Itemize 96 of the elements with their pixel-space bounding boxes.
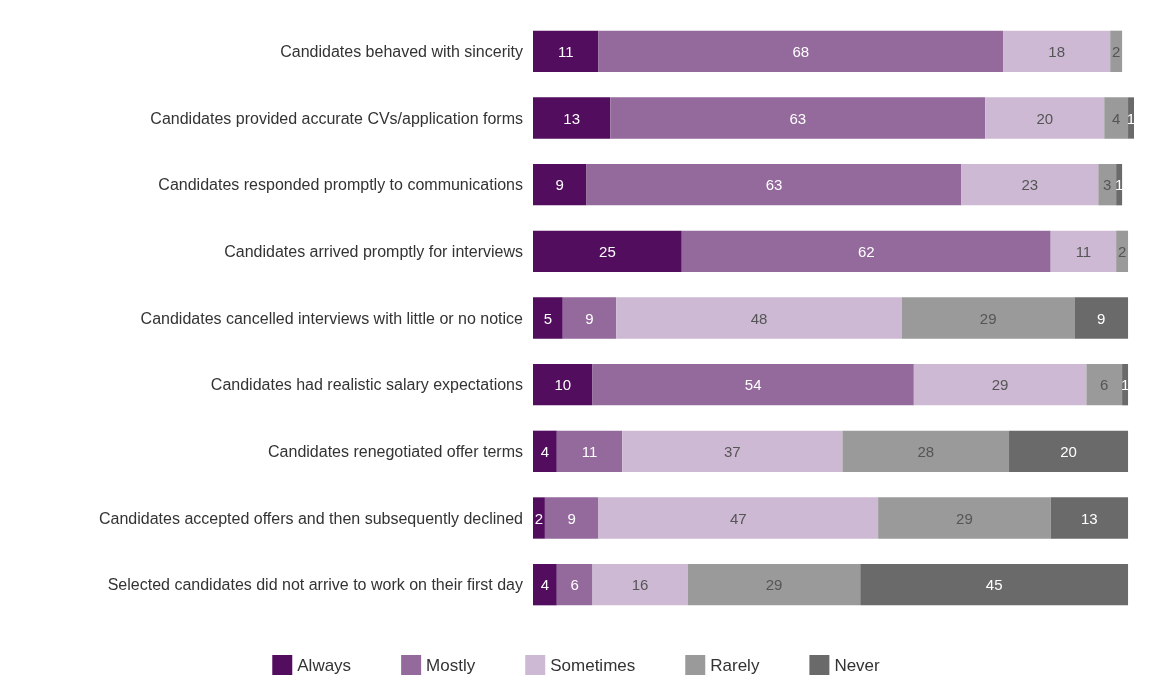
- bar: [1104, 97, 1129, 139]
- bar: [544, 497, 599, 539]
- bar: [1110, 30, 1123, 72]
- data-label: 2: [534, 509, 544, 527]
- data-label: 63: [765, 176, 783, 194]
- legend-label: Rarely: [710, 655, 760, 675]
- y-tick-label: Candidates behaved with sincerity: [280, 42, 523, 60]
- bar: [1128, 97, 1134, 139]
- bar: [687, 564, 861, 606]
- data-label: 2: [1117, 242, 1127, 260]
- bar: [533, 164, 587, 206]
- bar: [901, 297, 1075, 339]
- bar: [681, 230, 1051, 272]
- legend-label: Always: [297, 655, 352, 675]
- data-label: 37: [724, 442, 741, 460]
- bar: [533, 564, 557, 606]
- data-label: 29: [765, 576, 783, 594]
- data-label: 9: [585, 309, 594, 327]
- data-label: 29: [956, 509, 973, 527]
- bar: [1086, 364, 1123, 406]
- data-label: 11: [557, 42, 574, 60]
- data-label: 11: [581, 442, 598, 460]
- data-label: 11: [1075, 242, 1092, 260]
- legend-label: Sometimes: [550, 655, 636, 675]
- data-label: 13: [1081, 509, 1098, 527]
- bar: [1003, 30, 1111, 72]
- data-label: 68: [792, 42, 810, 60]
- bar: [1050, 230, 1117, 272]
- y-tick-label: Selected candidates did not arrive to work on their first day: [107, 576, 523, 594]
- data-label: 4: [540, 442, 550, 460]
- bar: [610, 97, 986, 139]
- bar: [860, 564, 1129, 606]
- data-label: 16: [631, 576, 649, 594]
- data-label: 29: [991, 376, 1009, 394]
- bar: [562, 297, 617, 339]
- bar: [598, 497, 879, 539]
- data-label: 47: [729, 509, 747, 527]
- bar: [556, 564, 593, 606]
- y-tick-label: Candidates had realistic salary expectations: [210, 376, 523, 394]
- data-label: 3: [1103, 176, 1112, 194]
- data-label: 29: [979, 309, 997, 327]
- data-label: 2: [1111, 42, 1121, 60]
- bar: [533, 364, 593, 406]
- data-label: 23: [1021, 176, 1039, 194]
- data-label: 4: [540, 576, 550, 594]
- bar: [533, 497, 545, 539]
- bar: [913, 364, 1087, 406]
- bar: [598, 30, 1004, 72]
- bar: [533, 230, 682, 272]
- data-label: 6: [570, 576, 579, 594]
- data-label: 63: [789, 109, 807, 127]
- data-label: 54: [744, 376, 762, 394]
- data-label: 1: [1126, 109, 1136, 127]
- data-label: 18: [1048, 42, 1065, 60]
- y-tick-label: Candidates cancelled interviews with little or no notice: [140, 309, 524, 327]
- bar: [533, 97, 611, 139]
- bar: [1074, 297, 1129, 339]
- bar: [1098, 164, 1117, 206]
- bar: [556, 430, 623, 472]
- data-label: 20: [1036, 109, 1054, 127]
- legend-label: Never: [834, 655, 881, 675]
- bar: [985, 97, 1105, 139]
- legend-label: Mostly: [426, 655, 476, 675]
- data-label: 9: [567, 509, 576, 527]
- bar: [1116, 230, 1129, 272]
- bar: [616, 297, 902, 339]
- data-label: 28: [917, 442, 935, 460]
- bar: [592, 564, 688, 606]
- data-label: 13: [563, 109, 581, 127]
- data-label: 10: [554, 376, 572, 394]
- bar: [592, 364, 914, 406]
- data-label: 25: [599, 242, 616, 260]
- data-label: 6: [1100, 376, 1109, 394]
- y-tick-label: Candidates provided accurate CVs/application forms: [150, 109, 523, 127]
- bar: [533, 30, 599, 72]
- data-label: 5: [543, 309, 553, 327]
- bar: [533, 430, 557, 472]
- bar: [1050, 497, 1129, 539]
- data-label: 9: [1097, 309, 1106, 327]
- bar: [842, 430, 1010, 472]
- bar: [622, 430, 843, 472]
- y-tick-label: Candidates arrived promptly for interviews: [224, 242, 523, 260]
- bar: [586, 164, 962, 206]
- bar: [961, 164, 1099, 206]
- bar: [533, 297, 563, 339]
- data-label: 20: [1060, 442, 1077, 460]
- bar: [1009, 430, 1129, 472]
- data-label: 48: [750, 309, 768, 327]
- y-tick-label: Candidates accepted offers and then subsequently declined: [98, 509, 523, 527]
- data-label: 62: [857, 242, 875, 260]
- data-label: 9: [555, 176, 564, 194]
- data-label: 4: [1111, 109, 1121, 127]
- bar: [878, 497, 1051, 539]
- data-label: 45: [985, 576, 1003, 594]
- y-tick-label: Candidates renegotiated offer terms: [268, 442, 523, 460]
- y-tick-label: Candidates responded promptly to communications: [158, 176, 523, 194]
